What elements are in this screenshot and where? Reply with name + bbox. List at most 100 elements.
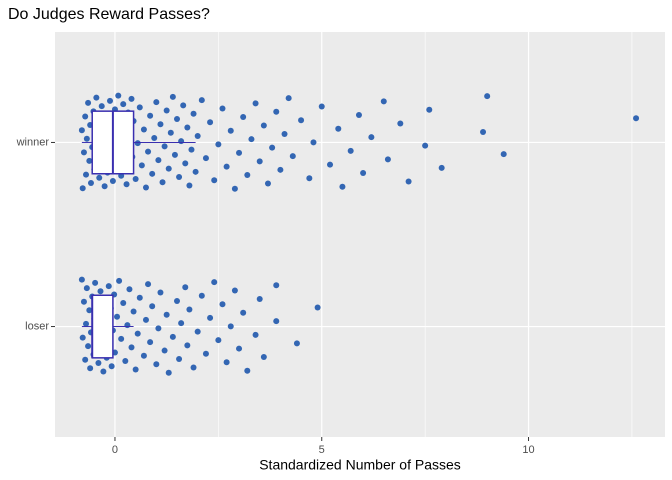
point	[171, 151, 178, 158]
point	[134, 330, 141, 337]
point	[500, 151, 507, 158]
point	[163, 107, 170, 114]
point	[298, 117, 305, 124]
point	[176, 174, 183, 181]
point	[147, 339, 154, 346]
x-tick-label: 10	[522, 444, 534, 456]
point	[633, 115, 640, 122]
point	[114, 313, 121, 320]
point	[384, 156, 391, 163]
point	[269, 144, 276, 151]
point	[236, 345, 243, 352]
point	[116, 277, 123, 284]
point	[422, 142, 429, 149]
point	[211, 279, 218, 286]
point	[202, 155, 209, 162]
point	[130, 308, 137, 315]
point	[98, 103, 105, 110]
point	[108, 363, 115, 370]
point	[223, 359, 230, 366]
point	[79, 185, 86, 192]
point	[281, 130, 288, 137]
point	[176, 356, 183, 363]
point	[186, 306, 193, 313]
point	[256, 158, 263, 165]
point	[83, 320, 90, 327]
point	[198, 97, 205, 104]
point	[318, 103, 325, 110]
point	[273, 282, 280, 289]
point	[227, 323, 234, 330]
point	[240, 114, 247, 121]
point	[126, 286, 133, 293]
point	[120, 101, 127, 108]
point	[426, 106, 433, 113]
point	[360, 170, 367, 177]
point	[397, 120, 404, 127]
point	[306, 175, 313, 182]
point	[368, 134, 375, 141]
point	[260, 122, 267, 129]
point	[157, 121, 164, 128]
point	[115, 92, 122, 99]
point	[231, 185, 238, 192]
point	[87, 365, 94, 372]
point	[192, 168, 199, 175]
point	[93, 94, 100, 101]
point	[83, 285, 90, 292]
point	[165, 369, 172, 376]
point	[174, 298, 180, 305]
point	[207, 314, 214, 321]
point	[128, 344, 135, 351]
point	[138, 162, 145, 169]
point	[105, 283, 112, 290]
point	[165, 165, 172, 172]
point	[85, 343, 92, 350]
point	[128, 95, 135, 102]
point	[190, 110, 197, 117]
point	[240, 309, 247, 316]
point	[124, 322, 131, 329]
point	[123, 181, 130, 188]
point	[100, 368, 107, 375]
point	[180, 102, 187, 109]
point	[78, 276, 85, 283]
point	[122, 358, 129, 365]
point	[97, 288, 104, 295]
point	[256, 296, 263, 303]
x-tick-label: 5	[319, 444, 325, 456]
point	[82, 113, 89, 120]
point	[182, 284, 189, 291]
point	[215, 141, 222, 148]
point	[159, 179, 166, 186]
point	[161, 143, 168, 150]
point	[92, 279, 99, 286]
point	[87, 180, 94, 187]
point	[149, 303, 156, 310]
point	[184, 342, 191, 349]
point	[157, 289, 164, 296]
point	[186, 182, 193, 189]
point	[223, 163, 230, 170]
point	[248, 136, 255, 143]
point	[355, 112, 362, 119]
y-tick-label: winner	[16, 136, 50, 148]
point	[327, 161, 334, 168]
point	[132, 176, 139, 183]
point	[194, 328, 201, 335]
point	[145, 281, 152, 288]
box	[91, 294, 114, 359]
point	[202, 350, 209, 357]
point	[132, 366, 139, 373]
point	[484, 93, 491, 100]
point	[96, 174, 103, 181]
point	[219, 105, 226, 112]
point	[118, 335, 125, 342]
point	[107, 97, 114, 104]
point	[211, 177, 218, 184]
point	[480, 128, 487, 135]
point	[163, 311, 170, 318]
point	[215, 337, 222, 344]
point	[86, 307, 93, 314]
